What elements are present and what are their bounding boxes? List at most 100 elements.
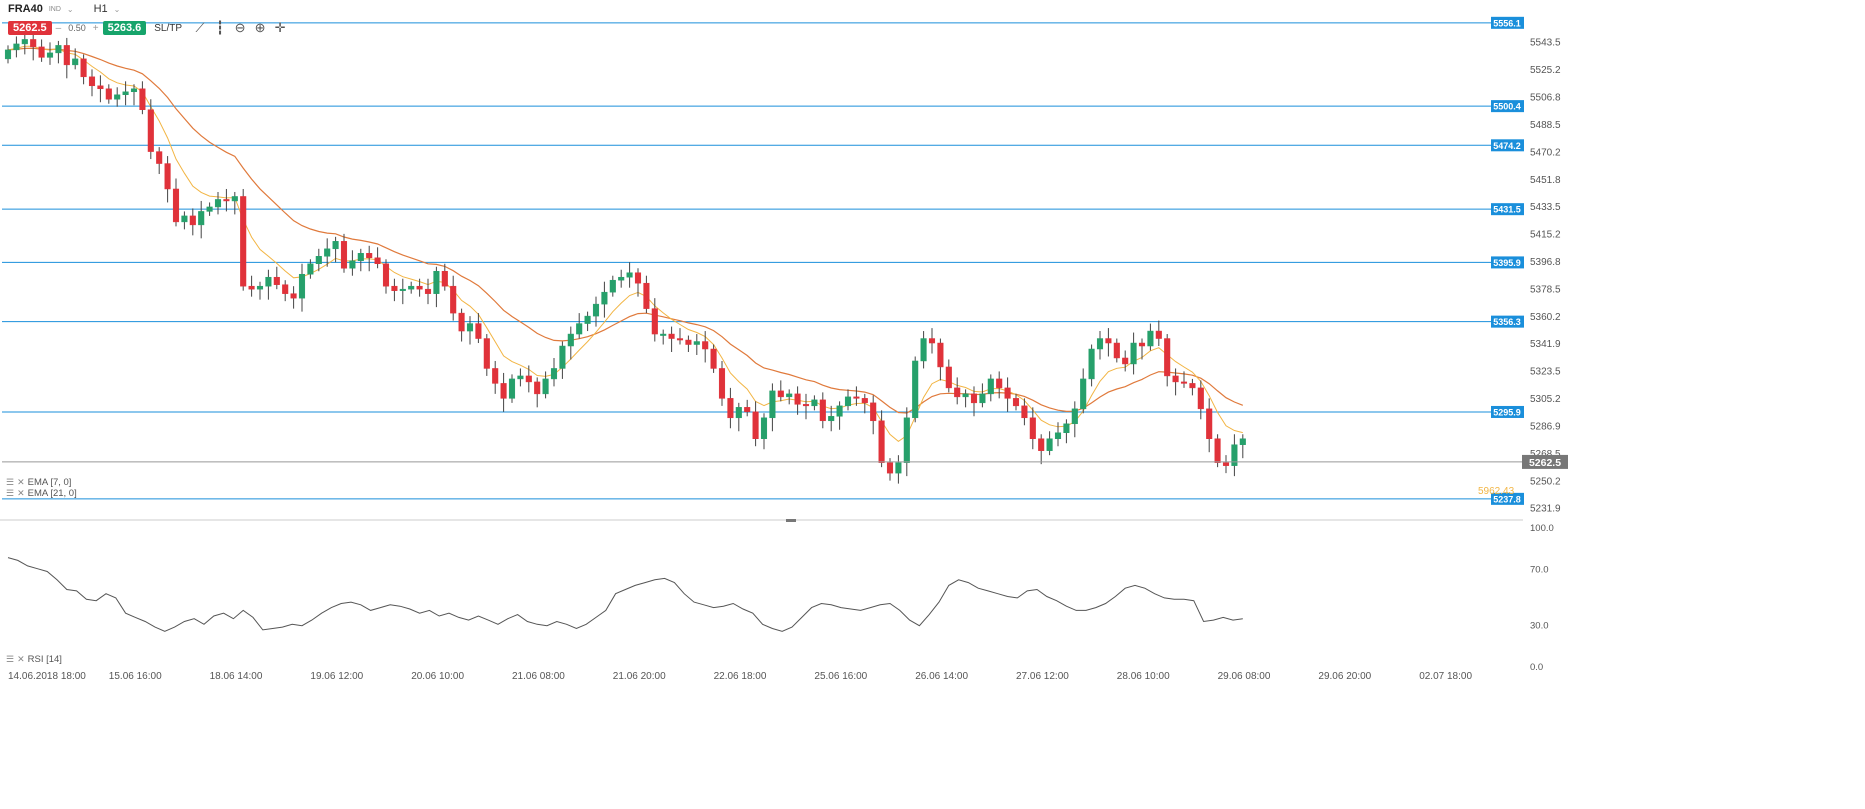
level-tag: [1491, 139, 1524, 152]
candle-body: [273, 276, 280, 285]
candle-body: [164, 163, 171, 190]
candle-body: [408, 285, 415, 290]
candle-body: [508, 378, 516, 399]
candle-body: [1214, 438, 1221, 463]
candle-body: [433, 270, 440, 294]
crosshair-move-icon[interactable]: ✛: [274, 20, 286, 35]
candle-body: [643, 282, 650, 309]
level-tag: [1491, 256, 1524, 269]
time-tick-label: 28.06 10:00: [1117, 671, 1170, 682]
spread-minus-button[interactable]: –: [55, 22, 62, 34]
horizontal-levels-layer: 5556.1 5500.4 5474.2 5431.5 5395.9 5356.3 5295…: [2, 16, 1524, 505]
candle-body: [937, 342, 944, 368]
candles-layer: [4, 28, 1246, 484]
candle-body: [483, 338, 490, 369]
candle-body: [156, 151, 163, 164]
level-tag: [1491, 315, 1524, 328]
candle-body: [4, 49, 12, 60]
price-tick-label: 5451.8: [1530, 175, 1561, 186]
candle-body: [693, 341, 700, 345]
candle-body: [634, 272, 642, 284]
ema-fast-label: EMA [7, 0]: [27, 477, 72, 488]
timeframe-select[interactable]: H1: [93, 3, 108, 15]
sell-button[interactable]: 5262.5: [8, 21, 52, 35]
close-icon[interactable]: ✕: [17, 477, 25, 487]
candle-body: [63, 45, 70, 66]
level-tag: [1491, 100, 1524, 113]
time-tick-label: 25.06 16:00: [814, 671, 867, 682]
level-tag-label: 5295.9: [1493, 407, 1521, 417]
candle-body: [886, 462, 894, 474]
chevron-down-icon[interactable]: ⌄: [66, 4, 74, 14]
candle-body: [987, 378, 994, 395]
candle-body: [130, 88, 138, 93]
candle-body: [458, 312, 465, 332]
rsi-tick-label: 100.0: [1530, 523, 1554, 534]
candle-body: [618, 276, 625, 281]
rsi-legend[interactable]: ☰ ✕ RSI [14]: [6, 654, 62, 665]
candle-body: [1130, 342, 1137, 365]
candle-body: [38, 46, 45, 58]
candle-body: [248, 285, 255, 290]
candle-body: [1004, 387, 1011, 399]
candle-body: [46, 52, 54, 58]
spread-plus-button[interactable]: +: [92, 22, 99, 34]
menu-icon[interactable]: ☰: [6, 488, 15, 498]
time-tick-label: 29.06 08:00: [1218, 671, 1271, 682]
candle-body: [769, 390, 776, 419]
ema-fast-line: [7, 45, 1243, 443]
candle-body: [492, 368, 499, 384]
zoom-out-icon[interactable]: ⊖: [234, 20, 246, 35]
time-tick-label: 02.07 18:00: [1419, 671, 1472, 682]
candle-body: [710, 348, 717, 369]
candle-body: [744, 407, 751, 413]
line-chart-icon[interactable]: ⟋: [195, 20, 205, 35]
ema-slow-line: [7, 47, 1244, 414]
candle-body: [870, 402, 877, 422]
time-tick-label: 21.06 08:00: [512, 671, 565, 682]
candle-body: [198, 211, 205, 226]
candle-body: [1063, 423, 1070, 434]
price-tick-label: 5341.9: [1530, 339, 1561, 350]
ema-slow-legend[interactable]: ☰ ✕ EMA [21, 0]: [6, 488, 77, 499]
chevron-down-icon[interactable]: ⌄: [113, 4, 121, 14]
zoom-in-icon[interactable]: ⊕: [254, 20, 266, 35]
last-value-label: 5962.43: [1478, 486, 1515, 497]
volume-value[interactable]: 0.50: [68, 23, 86, 33]
price-tick-label: 5415.2: [1530, 230, 1561, 241]
time-tick-label: 27.06 12:00: [1016, 671, 1069, 682]
candle-body: [307, 263, 314, 275]
current-price-label: 5262.5: [1529, 457, 1561, 469]
symbol-name[interactable]: FRA40: [8, 3, 43, 15]
candle-body: [534, 381, 541, 395]
candle-body: [382, 263, 390, 287]
sltp-button[interactable]: SL/TP: [154, 22, 183, 34]
price-tick-label: 5378.5: [1530, 284, 1561, 295]
close-icon[interactable]: ✕: [17, 654, 25, 664]
candle-body: [970, 393, 978, 404]
price-axis: 5543.5 5525.2 5506.8 5488.5 5470.2 5451.8 5433…: [0, 38, 1568, 522]
candle-body: [1012, 398, 1020, 407]
candle-body: [794, 393, 801, 405]
candle-body: [895, 462, 902, 474]
candle-body: [912, 360, 919, 419]
candle-body: [752, 411, 759, 439]
candles-icon[interactable]: ┇: [216, 20, 224, 35]
candle-body: [517, 375, 524, 380]
candle-body: [1021, 405, 1028, 419]
price-tick-label: 5250.2: [1530, 476, 1561, 487]
menu-icon[interactable]: ☰: [6, 477, 15, 487]
close-icon[interactable]: ✕: [17, 488, 25, 498]
price-tick-label: 5488.5: [1530, 120, 1561, 131]
candle-body: [668, 333, 675, 339]
candle-body: [962, 393, 969, 398]
candle-body: [567, 333, 574, 347]
menu-icon[interactable]: ☰: [6, 654, 15, 664]
price-tick-label: 5231.9: [1530, 504, 1561, 515]
buy-button[interactable]: 5263.6: [102, 21, 147, 35]
ema-layer: [7, 45, 1244, 443]
candle-body: [88, 76, 96, 87]
ema-fast-legend[interactable]: ☰ ✕ EMA [7, 0]: [6, 477, 71, 488]
price-tick-label: 5433.5: [1530, 202, 1561, 213]
